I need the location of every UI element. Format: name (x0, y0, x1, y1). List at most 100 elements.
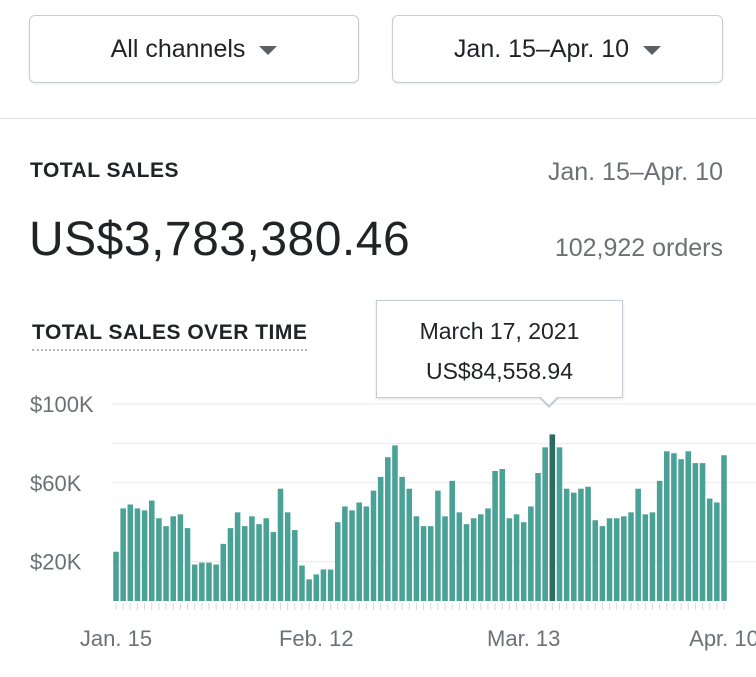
summary-date-range: Jan. 15–Apr. 10 (547, 158, 723, 186)
bar (706, 498, 713, 601)
bar (385, 457, 391, 601)
bar (606, 518, 613, 601)
bar (513, 514, 520, 601)
chevron-down-icon (643, 45, 662, 55)
bar (249, 516, 255, 601)
orders-count: 102,922 orders (554, 234, 723, 262)
bar (685, 451, 692, 601)
bar (656, 480, 663, 601)
bar (642, 514, 649, 601)
bar (456, 512, 463, 601)
bar (299, 565, 305, 601)
bar (628, 512, 634, 601)
tooltip-pointer-fill (540, 396, 558, 405)
bar (413, 516, 420, 601)
bar (520, 522, 527, 601)
bar (420, 526, 427, 601)
bar (571, 492, 577, 601)
bar (127, 504, 134, 601)
y-tick-label: $20K (30, 550, 82, 575)
chart-title[interactable]: TOTAL SALES OVER TIME (32, 321, 308, 351)
bar (528, 506, 534, 601)
bar (163, 526, 169, 601)
bar (148, 500, 155, 601)
tooltip-value: US$84,558.94 (425, 358, 574, 384)
bar (435, 490, 441, 601)
channel-filter-dropdown[interactable]: All channels (29, 15, 359, 83)
bar (120, 508, 126, 601)
bar (427, 526, 434, 601)
y-tick-label: $100K (30, 392, 94, 417)
bar (613, 518, 620, 601)
bar (327, 569, 334, 601)
bar (714, 502, 720, 601)
bar (334, 522, 341, 601)
bar (342, 506, 348, 601)
bar (549, 434, 556, 601)
x-tick-label: Mar. 13 (487, 626, 560, 651)
bar (306, 579, 312, 601)
x-tick-label: Jan. 15 (80, 626, 152, 651)
bar (542, 447, 548, 601)
bar (392, 445, 398, 601)
bar (721, 455, 727, 601)
bar (442, 516, 448, 601)
bar (506, 518, 513, 601)
bar (621, 516, 627, 601)
bar (141, 510, 148, 601)
bar (270, 532, 277, 601)
bar (578, 488, 584, 601)
bar (256, 524, 262, 601)
bar (463, 524, 470, 601)
bar (664, 451, 670, 601)
bar (263, 518, 269, 601)
bar (470, 518, 477, 601)
bar (320, 569, 327, 601)
bar (213, 564, 219, 601)
total-sales-value: US$3,783,380.46 (29, 213, 411, 266)
bar (234, 512, 241, 601)
bar (535, 472, 541, 601)
bar (134, 508, 141, 601)
bar (499, 469, 506, 601)
bar (313, 574, 320, 601)
bar (292, 530, 298, 601)
bar (478, 514, 484, 601)
bar (563, 488, 570, 601)
bar (191, 564, 198, 601)
bar (377, 476, 384, 601)
bar (156, 518, 162, 601)
x-tick-label: Apr. 10 (689, 626, 756, 651)
header-divider (0, 118, 756, 119)
bar (199, 562, 205, 601)
bar (227, 528, 234, 601)
chart-tooltip: March 17, 2021 US$84,558.94 (376, 300, 623, 398)
bar (406, 488, 413, 601)
bar (492, 470, 498, 601)
bar (363, 506, 370, 601)
tooltip-date: March 17, 2021 (419, 318, 580, 344)
bar (220, 543, 227, 601)
date-range-dropdown[interactable]: Jan. 15–Apr. 10 (392, 15, 723, 83)
chevron-down-icon (259, 45, 278, 55)
bar (184, 528, 191, 601)
channel-filter-label: All channels (110, 34, 246, 63)
bar (671, 453, 677, 601)
bar (241, 526, 248, 601)
bar (585, 486, 591, 601)
bar (113, 551, 119, 601)
bar (692, 463, 699, 601)
x-tick-label: Feb. 12 (279, 626, 354, 651)
bar (485, 508, 491, 601)
bar (177, 514, 184, 601)
bar (356, 502, 362, 601)
bar (370, 490, 377, 601)
bar (277, 488, 284, 601)
bar (556, 447, 563, 601)
bar (170, 516, 176, 601)
bar (399, 476, 405, 601)
bar (592, 520, 599, 601)
sales-bar-chart: $100K $60K $20K Jan. 15 Feb. 12 Mar. 13 Apr. 1… (30, 392, 756, 651)
bar (449, 480, 455, 601)
bar (349, 510, 355, 601)
